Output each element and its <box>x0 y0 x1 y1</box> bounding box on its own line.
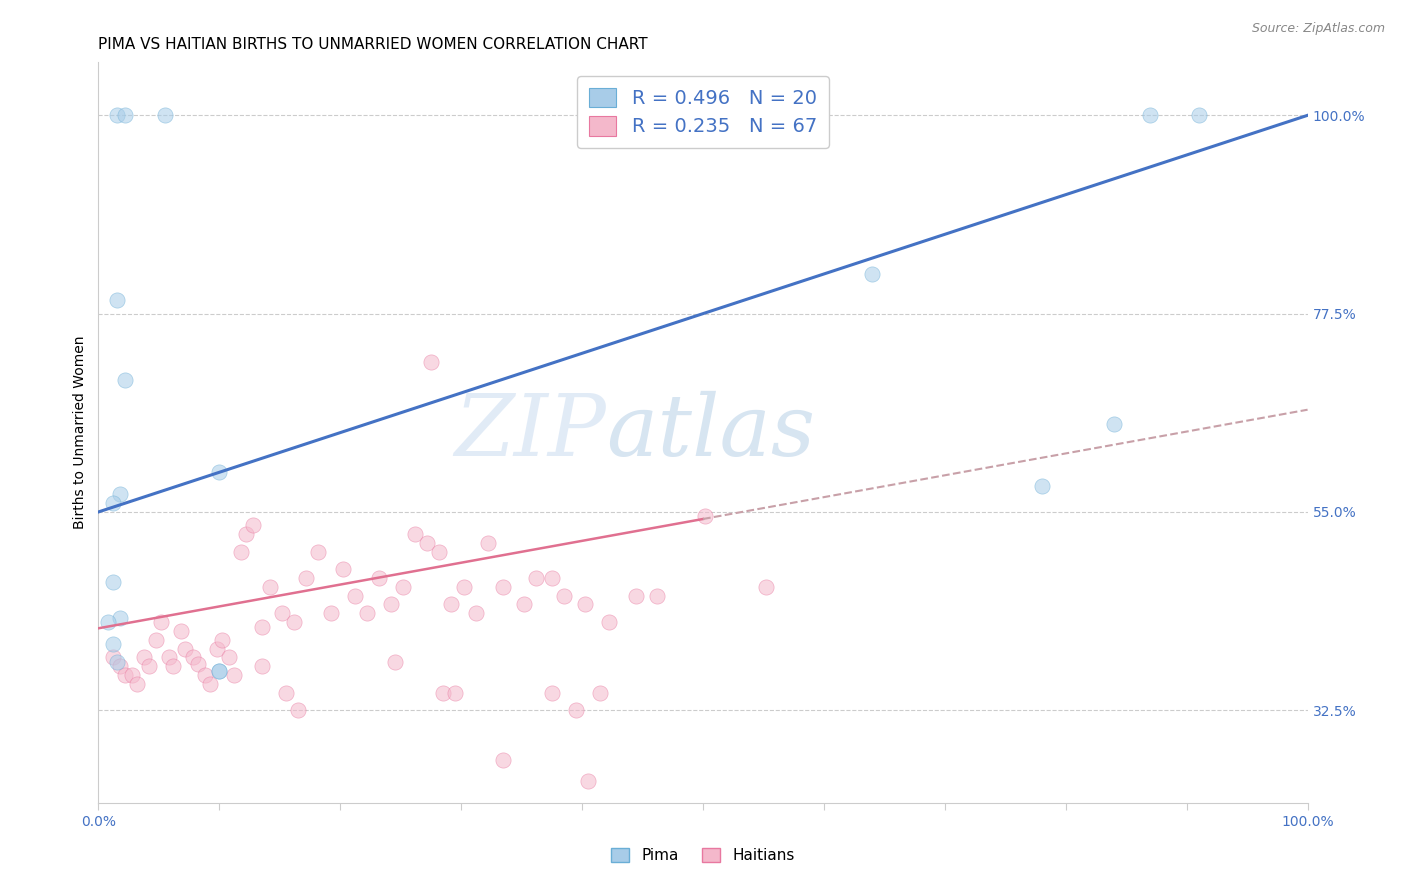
Point <box>250 619 273 633</box>
Point <box>368 571 391 585</box>
Point <box>205 641 228 656</box>
Point <box>229 544 252 558</box>
Point <box>235 527 257 541</box>
Point <box>97 615 120 629</box>
Text: PIMA VS HAITIAN BIRTHS TO UNMARRIED WOMEN CORRELATION CHART: PIMA VS HAITIAN BIRTHS TO UNMARRIED WOME… <box>98 37 648 52</box>
Point <box>440 598 463 612</box>
Point <box>218 650 240 665</box>
Point <box>259 580 281 594</box>
Point <box>295 571 318 585</box>
Point <box>598 615 620 629</box>
Point <box>114 373 136 387</box>
Point <box>121 668 143 682</box>
Point <box>755 580 778 594</box>
Point <box>138 659 160 673</box>
Point <box>380 598 402 612</box>
Point <box>626 589 648 603</box>
Text: ZIP: ZIP <box>454 392 606 474</box>
Point <box>695 509 717 524</box>
Point <box>1102 417 1125 431</box>
Point <box>416 536 439 550</box>
Point <box>492 580 515 594</box>
Point <box>108 487 131 501</box>
Point <box>169 624 191 638</box>
Point <box>565 703 588 717</box>
Point <box>444 685 467 699</box>
Point <box>157 650 180 665</box>
Point <box>162 659 184 673</box>
Text: atlas: atlas <box>606 392 815 474</box>
Point <box>145 632 167 647</box>
Point <box>1188 108 1211 122</box>
Point <box>208 664 231 678</box>
Point <box>105 655 128 669</box>
Point <box>208 465 231 479</box>
Point <box>108 659 131 673</box>
Point <box>574 598 596 612</box>
Point <box>464 607 486 621</box>
Point <box>429 544 451 558</box>
Point <box>108 610 131 624</box>
Point <box>134 650 156 665</box>
Point <box>105 108 128 122</box>
Point <box>101 575 124 590</box>
Point <box>332 562 354 576</box>
Point <box>181 650 204 665</box>
Point <box>513 598 536 612</box>
Point <box>356 607 378 621</box>
Point <box>287 703 309 717</box>
Point <box>540 571 562 585</box>
Point <box>576 773 599 788</box>
Point <box>319 607 342 621</box>
Point <box>420 355 443 369</box>
Y-axis label: Births to Unmarried Women: Births to Unmarried Women <box>73 336 87 529</box>
Point <box>1031 478 1053 492</box>
Point <box>492 754 515 768</box>
Point <box>242 518 264 533</box>
Point <box>589 685 612 699</box>
Point <box>127 677 149 691</box>
Point <box>208 664 231 678</box>
Point <box>860 267 883 281</box>
Point <box>1139 108 1161 122</box>
Point <box>105 293 128 308</box>
Point <box>153 108 176 122</box>
Point <box>101 650 124 665</box>
Point <box>174 641 197 656</box>
Point <box>250 659 273 673</box>
Point <box>283 615 305 629</box>
Point <box>404 527 426 541</box>
Point <box>194 668 217 682</box>
Point <box>114 108 136 122</box>
Point <box>308 544 330 558</box>
Point <box>101 637 124 651</box>
Point <box>540 685 562 699</box>
Text: Source: ZipAtlas.com: Source: ZipAtlas.com <box>1251 22 1385 36</box>
Point <box>392 580 415 594</box>
Point <box>477 536 499 550</box>
Point <box>114 668 136 682</box>
Point <box>645 589 668 603</box>
Point <box>453 580 475 594</box>
Point <box>222 668 245 682</box>
Point <box>150 615 173 629</box>
Point <box>198 677 221 691</box>
Point <box>524 571 547 585</box>
Point <box>384 655 406 669</box>
Point <box>432 685 454 699</box>
Point <box>187 657 209 671</box>
Point <box>211 632 233 647</box>
Legend: Pima, Haitians: Pima, Haitians <box>605 842 801 869</box>
Point <box>553 589 575 603</box>
Point <box>101 496 124 510</box>
Point <box>343 589 366 603</box>
Point <box>271 607 294 621</box>
Point <box>274 685 297 699</box>
